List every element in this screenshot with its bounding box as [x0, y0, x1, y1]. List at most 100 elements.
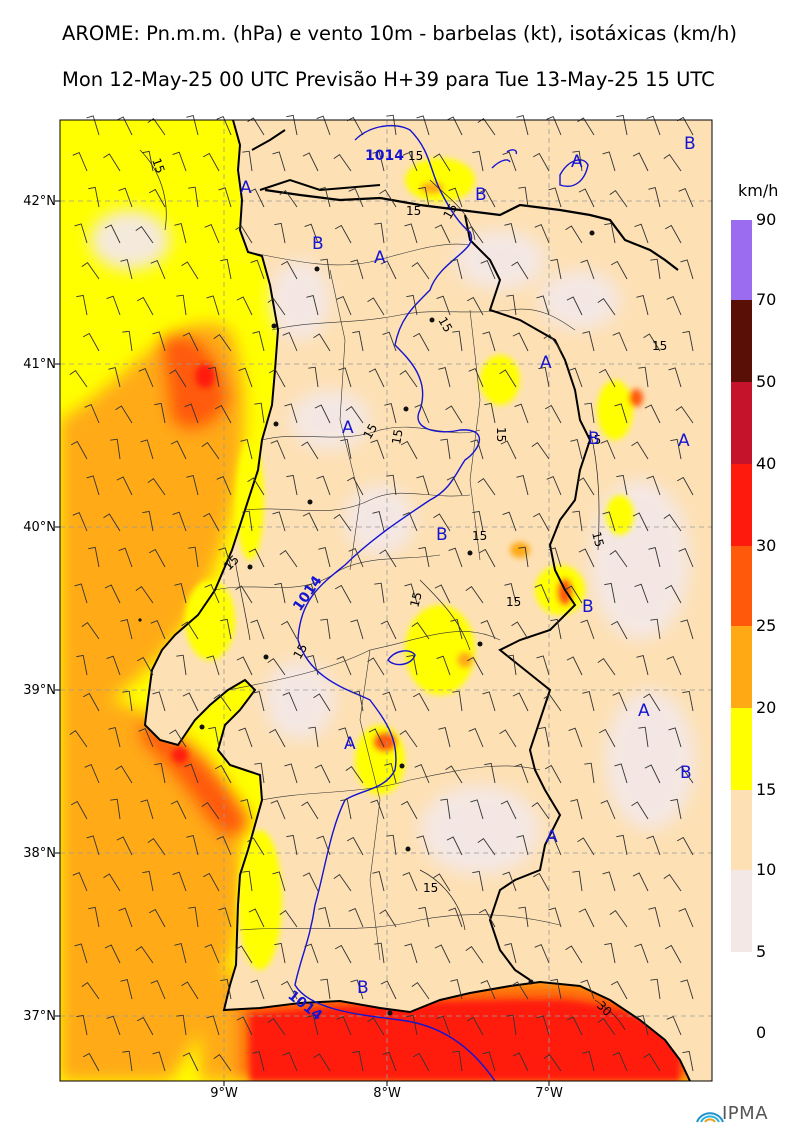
wind-barb [118, 547, 133, 568]
wind-barb [181, 621, 199, 640]
wind-barb [348, 548, 364, 568]
isotach-label: 15 [423, 881, 438, 895]
wind-barb [466, 296, 484, 316]
wind-barb [136, 1016, 154, 1036]
wind-barb [120, 619, 133, 640]
high-pressure-marker: A [540, 353, 552, 373]
wind-barb [680, 979, 694, 1000]
wind-barb [648, 907, 661, 928]
colorbar-label: 50 [756, 372, 777, 391]
wind-barb [242, 150, 253, 172]
wind-barb [643, 333, 661, 352]
wind-barb [580, 979, 595, 1000]
wind-barb [150, 620, 166, 640]
colorbar-label: 0 [756, 1023, 767, 1042]
wind-barb [452, 1050, 463, 1072]
wind-barb [135, 945, 154, 964]
wind-barb [500, 440, 517, 460]
wind-barb [252, 1051, 265, 1072]
wind-barb [142, 870, 154, 892]
wind-barb [546, 836, 562, 856]
wind-barb [313, 333, 331, 352]
wind-barb [411, 261, 430, 280]
wind-barb [69, 369, 88, 388]
wind-barb [675, 405, 694, 424]
wind-barb [440, 798, 451, 820]
wind-barb [122, 330, 133, 352]
wind-barb [367, 297, 385, 316]
wind-barb [472, 510, 484, 532]
wind-barb [236, 656, 253, 676]
wind-barb [434, 224, 451, 244]
low-pressure-marker: B [680, 763, 692, 783]
wind-barb [382, 331, 397, 352]
wind-barb [220, 258, 232, 280]
wind-barb [582, 691, 595, 712]
wind-barb [604, 582, 616, 604]
high-pressure-marker: A [240, 178, 252, 198]
wind-barb [115, 405, 133, 424]
wind-barb [135, 225, 154, 244]
wind-barb [433, 873, 451, 892]
wind-barb [174, 583, 187, 604]
wind-barb [404, 223, 418, 244]
wind-barb [411, 621, 430, 640]
wind-barb [512, 332, 529, 352]
wind-barb [502, 151, 517, 172]
wind-barb [534, 584, 550, 604]
wind-barb [338, 367, 352, 388]
wind-barb [448, 547, 463, 568]
wind-barb [682, 330, 694, 352]
wind-barb [282, 332, 298, 352]
wind-barb [280, 260, 298, 280]
wind-barbs [69, 114, 694, 1072]
wind-barb [600, 440, 616, 460]
wind-barb [334, 224, 352, 244]
wind-barb [406, 1014, 418, 1036]
wind-barb [169, 729, 187, 748]
isobars [294, 124, 589, 1081]
wind-barb [600, 800, 616, 820]
wind-barb [184, 403, 199, 424]
wind-barb [316, 115, 331, 136]
wind-barb [646, 835, 661, 856]
wind-barb [176, 294, 187, 316]
wind-barb [247, 477, 265, 496]
lat-label: 41°N [23, 357, 56, 372]
wind-barb [614, 403, 628, 424]
wind-barb [452, 690, 463, 712]
wind-barb [544, 764, 562, 784]
wind-barb [465, 225, 484, 244]
lon-label: 9°W [210, 1086, 238, 1101]
wind-barb [382, 691, 397, 712]
wind-barb [136, 656, 154, 676]
wind-barb [172, 871, 187, 892]
wind-barb [252, 331, 265, 352]
wind-barb [76, 294, 88, 316]
wind-barb [108, 727, 121, 748]
wind-barb [516, 475, 529, 496]
isotach-label: 15 [290, 641, 310, 661]
wind-barb [208, 726, 220, 748]
wind-barb [448, 187, 463, 208]
wind-barb [578, 548, 595, 568]
lat-label: 42°N [23, 194, 56, 209]
wind-barb [213, 333, 232, 352]
wind-barb [106, 1015, 121, 1036]
wind-barb [218, 547, 232, 568]
wind-barb [604, 942, 616, 964]
wind-barb [82, 1052, 100, 1072]
wind-barb [597, 297, 616, 316]
isotach-label: 15 [586, 433, 601, 447]
wind-barb [582, 331, 595, 352]
wind-barb [584, 402, 595, 424]
wind-barb [152, 691, 166, 712]
wind-barb [250, 979, 265, 1000]
wind-barb [235, 945, 253, 964]
wind-barb [582, 1051, 595, 1072]
wind-barb [438, 367, 451, 388]
wind-barb [482, 691, 496, 712]
wind-barb [76, 1014, 88, 1036]
wind-barb [452, 330, 463, 352]
wind-barb [345, 405, 364, 424]
